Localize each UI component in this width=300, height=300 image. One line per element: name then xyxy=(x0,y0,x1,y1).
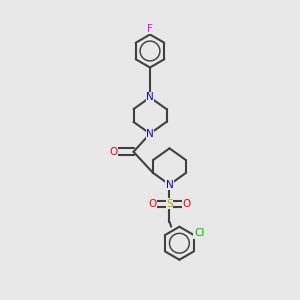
Text: F: F xyxy=(147,24,153,34)
Text: O: O xyxy=(148,199,157,208)
Text: N: N xyxy=(146,92,154,102)
Text: N: N xyxy=(166,180,173,190)
Text: O: O xyxy=(182,199,191,208)
Text: N: N xyxy=(146,129,154,139)
Text: S: S xyxy=(166,199,173,208)
Text: Cl: Cl xyxy=(194,229,204,238)
Text: O: O xyxy=(109,147,117,157)
